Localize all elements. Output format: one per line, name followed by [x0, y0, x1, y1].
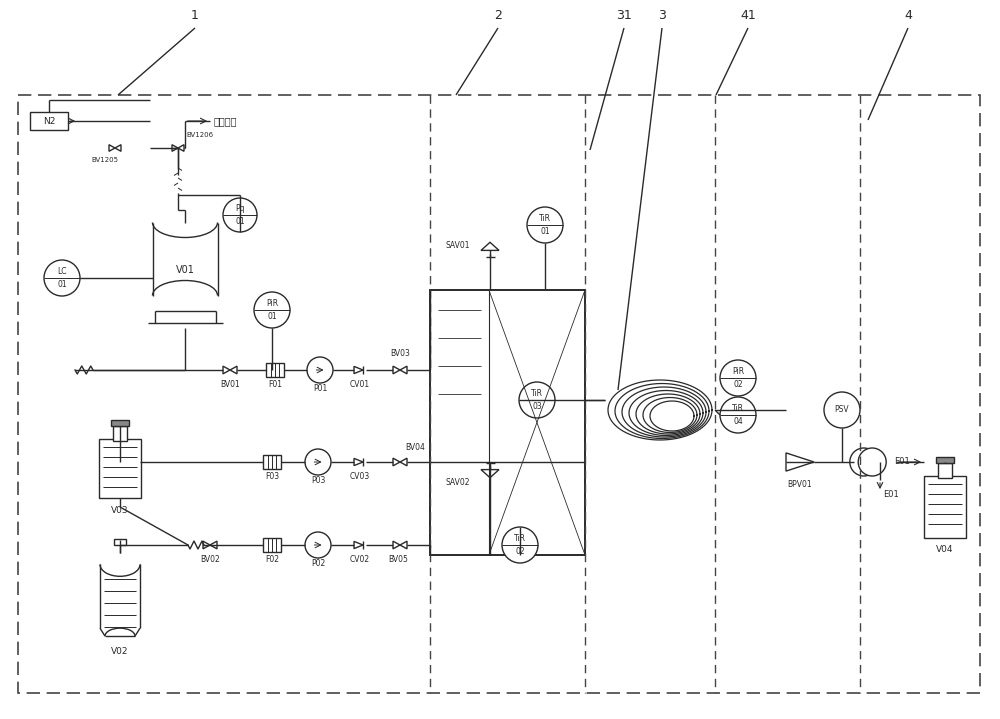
Polygon shape: [393, 458, 400, 466]
Text: V03: V03: [111, 506, 129, 515]
Text: 4: 4: [904, 9, 912, 22]
Polygon shape: [178, 145, 184, 151]
Bar: [263, 455, 281, 469]
Bar: [938, 462, 952, 478]
Circle shape: [44, 260, 80, 296]
Text: SAV01: SAV01: [446, 240, 470, 249]
Text: PiR: PiR: [732, 367, 744, 375]
Text: BV04: BV04: [405, 443, 425, 452]
Text: PiR: PiR: [266, 298, 278, 308]
Circle shape: [519, 382, 555, 418]
Text: BV1206: BV1206: [186, 132, 213, 138]
Text: E01: E01: [883, 490, 899, 499]
Polygon shape: [115, 145, 121, 151]
Bar: [266, 363, 284, 377]
Circle shape: [305, 532, 331, 558]
Bar: [111, 420, 129, 426]
Text: 04: 04: [733, 417, 743, 426]
Text: TiR: TiR: [539, 214, 551, 223]
Circle shape: [307, 357, 333, 383]
Text: 03: 03: [532, 403, 542, 411]
Circle shape: [720, 397, 756, 433]
Text: BV03: BV03: [390, 349, 410, 358]
Polygon shape: [354, 541, 363, 549]
Bar: [114, 539, 126, 544]
Polygon shape: [223, 366, 230, 374]
Text: BV1205: BV1205: [92, 157, 119, 163]
Text: 01: 01: [57, 280, 67, 289]
Text: P02: P02: [311, 559, 325, 568]
Circle shape: [850, 448, 878, 476]
Circle shape: [720, 360, 756, 396]
Circle shape: [527, 207, 563, 243]
Polygon shape: [786, 453, 814, 471]
Text: 01: 01: [267, 312, 277, 321]
Text: SAV02: SAV02: [446, 478, 470, 487]
Text: 1: 1: [191, 9, 199, 22]
Text: E01: E01: [894, 457, 910, 467]
Text: TiR: TiR: [531, 389, 543, 398]
Polygon shape: [481, 242, 499, 250]
Text: F02: F02: [265, 555, 279, 564]
Text: CV03: CV03: [350, 472, 370, 481]
Bar: [924, 476, 966, 538]
Polygon shape: [481, 470, 499, 477]
Text: 41: 41: [740, 9, 756, 22]
Polygon shape: [400, 541, 407, 549]
Text: BV01: BV01: [220, 380, 240, 389]
Text: CV02: CV02: [350, 555, 370, 564]
Bar: [936, 457, 954, 462]
Circle shape: [824, 392, 860, 428]
Text: BPV01: BPV01: [788, 480, 812, 489]
Bar: [18, 95, 980, 693]
Circle shape: [254, 292, 290, 328]
Text: V01: V01: [176, 265, 194, 275]
Text: V04: V04: [936, 546, 954, 554]
Polygon shape: [400, 458, 407, 466]
Bar: [30, 112, 68, 130]
Text: V02: V02: [111, 648, 129, 656]
Text: 放空总管: 放空总管: [214, 116, 238, 126]
Polygon shape: [230, 366, 237, 374]
Polygon shape: [109, 145, 115, 151]
Text: P03: P03: [311, 476, 325, 485]
Text: Pq: Pq: [235, 204, 245, 213]
Circle shape: [223, 198, 257, 232]
Polygon shape: [354, 367, 363, 374]
Text: 31: 31: [616, 9, 632, 22]
Polygon shape: [203, 541, 210, 549]
Text: N2: N2: [43, 116, 55, 126]
Text: 2: 2: [494, 9, 502, 22]
Text: F01: F01: [268, 380, 282, 389]
Bar: [430, 290, 585, 555]
Text: 02: 02: [733, 380, 743, 390]
Text: TiR: TiR: [514, 533, 526, 543]
Polygon shape: [210, 541, 217, 549]
Text: PSV: PSV: [835, 406, 849, 414]
Polygon shape: [393, 541, 400, 549]
Text: BV02: BV02: [200, 555, 220, 564]
Circle shape: [502, 527, 538, 563]
Text: BV05: BV05: [388, 555, 408, 564]
Text: 02: 02: [515, 547, 525, 557]
Polygon shape: [393, 366, 400, 374]
Polygon shape: [354, 459, 363, 466]
Text: TiR: TiR: [732, 403, 744, 413]
Text: P01: P01: [313, 384, 327, 393]
Polygon shape: [172, 145, 178, 151]
Circle shape: [305, 449, 331, 475]
Text: LC: LC: [57, 267, 67, 275]
Bar: [99, 439, 141, 498]
Bar: [263, 538, 281, 552]
Text: 3: 3: [658, 9, 666, 22]
Text: 01: 01: [235, 217, 245, 226]
Polygon shape: [400, 366, 407, 374]
Text: 01: 01: [540, 227, 550, 237]
Text: F03: F03: [265, 472, 279, 481]
Text: CV01: CV01: [350, 380, 370, 389]
Bar: [113, 426, 127, 441]
Circle shape: [858, 448, 886, 476]
